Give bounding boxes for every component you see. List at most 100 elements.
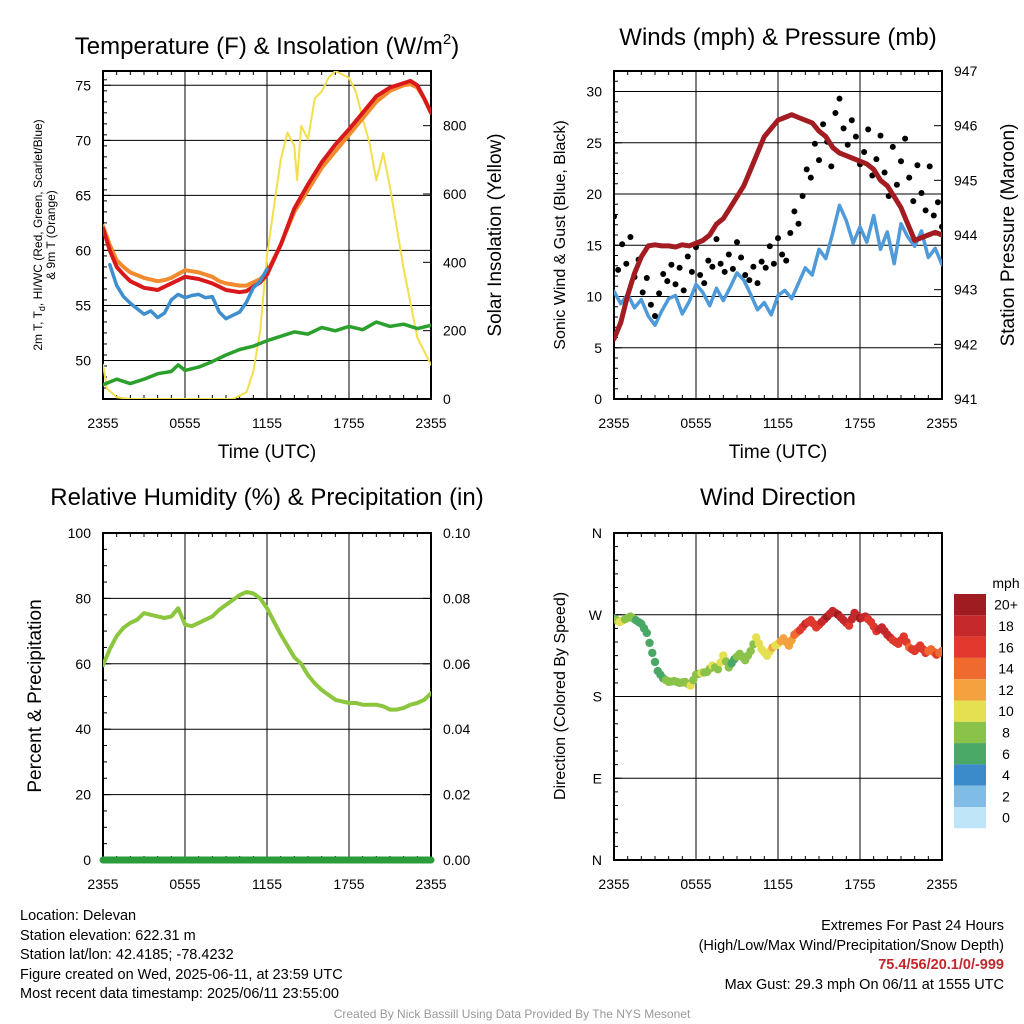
colorbar-swatch	[954, 657, 986, 680]
y-tick-label-right: 200	[443, 323, 467, 339]
x-axis-label: Time (UTC)	[729, 442, 828, 463]
gust-point	[721, 268, 728, 275]
colorbar-label: 0	[1002, 810, 1010, 826]
y-tick-label-left: N	[592, 852, 602, 868]
y-tick-label-right: 0.06	[443, 656, 470, 672]
gust-point	[697, 271, 704, 278]
gust-point	[799, 193, 806, 200]
gust-point	[877, 132, 884, 139]
direction-point	[746, 646, 755, 656]
gust-point	[775, 235, 781, 242]
gust-point	[861, 148, 868, 155]
gust-point	[688, 268, 695, 275]
x-tick-label: 2355	[926, 415, 957, 431]
gust-point	[672, 281, 679, 288]
chart-title: Winds (mph) & Pressure (mb)	[619, 24, 936, 51]
panel-humidity: 2355 0555 1155 1755 2355 0 20 40 60 80 100 0.00 0.02…	[25, 484, 484, 892]
x-tick-label: 2355	[598, 876, 629, 892]
gust-point	[750, 263, 757, 270]
gust-point	[684, 253, 691, 260]
x-tick-label: 1755	[844, 876, 875, 892]
chart-title: Relative Humidity (%) & Precipitation (i…	[50, 484, 483, 511]
extremes-info: Extremes For Past 24 Hours (High/Low/Max…	[699, 917, 1004, 995]
y-tick-label-right: 600	[443, 186, 467, 202]
gust-point	[873, 156, 880, 163]
direction-point	[937, 646, 942, 656]
x-tick-label: 2355	[598, 415, 629, 431]
y-tick-label-left: 15	[586, 237, 602, 253]
y-tick-label-left: S	[593, 689, 602, 705]
gust-point	[939, 223, 942, 230]
y-tick-label-left: 10	[586, 289, 602, 305]
colorbar-swatch	[954, 700, 986, 722]
chart-title-main: Temperature (F) & Insolation (W/m	[75, 33, 443, 60]
x-tick-label: 2355	[415, 876, 446, 892]
y-tick-label-right: 0.04	[443, 721, 470, 737]
series-temp_9m	[103, 82, 431, 288]
colorbar-label: 16	[998, 639, 1014, 655]
gust-point	[840, 125, 847, 132]
y-tick-label-right: 0.10	[443, 525, 470, 541]
y-tick-label-right: 945	[954, 172, 978, 188]
y-tick-label-left: N	[592, 525, 602, 541]
colorbar-swatch	[954, 764, 986, 786]
gust-point	[828, 163, 835, 170]
y-tick-label-left: 60	[75, 656, 91, 672]
gust-point	[832, 110, 839, 117]
gust-point	[619, 241, 626, 248]
y-tick-label-left: 55	[75, 297, 91, 313]
station-info: Location: Delevan Station elevation: 622…	[20, 907, 343, 1005]
y-tick-label-right: 947	[954, 63, 978, 79]
y-tick-label-right: 941	[954, 391, 978, 407]
gust-point	[881, 169, 888, 176]
y-tick-label-right: 944	[954, 227, 978, 243]
direction-point	[645, 638, 654, 648]
gust-point	[934, 199, 941, 206]
y-tick-label-left: 50	[75, 352, 91, 368]
colorbar-swatch	[954, 679, 986, 701]
colorbar-title: mph	[992, 575, 1019, 591]
gust-point	[639, 289, 646, 296]
y-tick-label-right: 942	[954, 336, 978, 352]
gust-point	[701, 280, 708, 287]
colorbar-swatch	[954, 636, 986, 658]
gust-point	[647, 301, 654, 308]
gust-point	[898, 158, 904, 165]
y-tick-label-right: 0	[443, 391, 451, 407]
x-axis-label: Time (UTC)	[218, 442, 317, 463]
gust-point	[729, 265, 736, 272]
x-tick-label: 1755	[333, 415, 364, 431]
gust-point	[614, 213, 617, 220]
x-tick-label: 0555	[169, 415, 200, 431]
latlon-text: Station lat/lon: 42.4185; -78.4232	[20, 947, 234, 964]
y-tick-label-right: 0.02	[443, 787, 470, 803]
colorbar: mph 20+ 18 16 14 12 10 8 6 4 2 0	[954, 575, 1020, 829]
colorbar-label: 12	[998, 682, 1014, 698]
gust-point	[865, 126, 872, 133]
colorbar-label: 4	[1002, 767, 1010, 783]
gust-point	[791, 208, 798, 215]
x-tick-label: 2355	[87, 415, 118, 431]
chart-title-end: )	[451, 33, 459, 60]
y-axis-label-left-sub: d	[37, 306, 47, 311]
y-axis-label-left-b: , HI/WC (Red, Green, Scarlet/Blue)	[31, 119, 45, 306]
gust-point	[705, 257, 712, 264]
max-gust-text: Max Gust: 29.3 mph On 06/11 at 1555 UTC	[724, 976, 1004, 993]
series-pressure	[614, 112, 942, 342]
panel-temperature: 2355 0555 1155 1755 2355 50 55 60 65 70 75 0 200 400 6…	[31, 31, 506, 463]
gust-point	[762, 264, 769, 271]
direction-point	[844, 621, 854, 630]
gust-point	[848, 117, 855, 124]
y-axis-label-left: Direction (Colored By Speed)	[552, 592, 569, 800]
gust-point	[779, 251, 786, 258]
y-tick-label-left: 30	[586, 84, 602, 100]
x-tick-label: 1755	[844, 415, 875, 431]
extremes-subtitle: (High/Low/Max Wind/Precipitation/Snow De…	[698, 937, 1004, 954]
series-rh	[103, 589, 431, 712]
colorbar-swatch	[954, 594, 986, 616]
colorbar-swatch	[954, 785, 986, 807]
panel-direction: 2355 0555 1155 1755 2355 N E S W N Wind Direction D…	[552, 484, 958, 892]
gust-point	[787, 229, 794, 236]
gust-point	[816, 157, 822, 164]
